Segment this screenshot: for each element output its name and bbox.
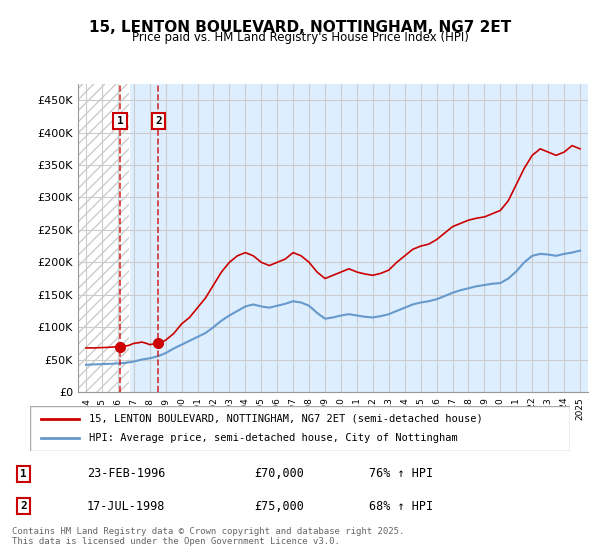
Bar bbox=[78, 84, 129, 392]
Text: £75,000: £75,000 bbox=[254, 500, 304, 512]
Text: 15, LENTON BOULEVARD, NOTTINGHAM, NG7 2ET (semi-detached house): 15, LENTON BOULEVARD, NOTTINGHAM, NG7 2E… bbox=[89, 413, 483, 423]
Text: £70,000: £70,000 bbox=[254, 468, 304, 480]
Bar bbox=[78, 84, 129, 392]
Text: 76% ↑ HPI: 76% ↑ HPI bbox=[369, 468, 433, 480]
Text: 2: 2 bbox=[155, 116, 162, 126]
Text: Price paid vs. HM Land Registry's House Price Index (HPI): Price paid vs. HM Land Registry's House … bbox=[131, 31, 469, 44]
FancyBboxPatch shape bbox=[30, 406, 570, 451]
Text: 17-JUL-1998: 17-JUL-1998 bbox=[87, 500, 165, 512]
Text: 1: 1 bbox=[117, 116, 124, 126]
Text: Contains HM Land Registry data © Crown copyright and database right 2025.
This d: Contains HM Land Registry data © Crown c… bbox=[12, 526, 404, 546]
Text: 15, LENTON BOULEVARD, NOTTINGHAM, NG7 2ET: 15, LENTON BOULEVARD, NOTTINGHAM, NG7 2E… bbox=[89, 20, 511, 35]
Text: 2: 2 bbox=[20, 501, 27, 511]
Text: 1: 1 bbox=[20, 469, 27, 479]
Text: HPI: Average price, semi-detached house, City of Nottingham: HPI: Average price, semi-detached house,… bbox=[89, 433, 458, 444]
Text: 23-FEB-1996: 23-FEB-1996 bbox=[87, 468, 165, 480]
Text: 68% ↑ HPI: 68% ↑ HPI bbox=[369, 500, 433, 512]
